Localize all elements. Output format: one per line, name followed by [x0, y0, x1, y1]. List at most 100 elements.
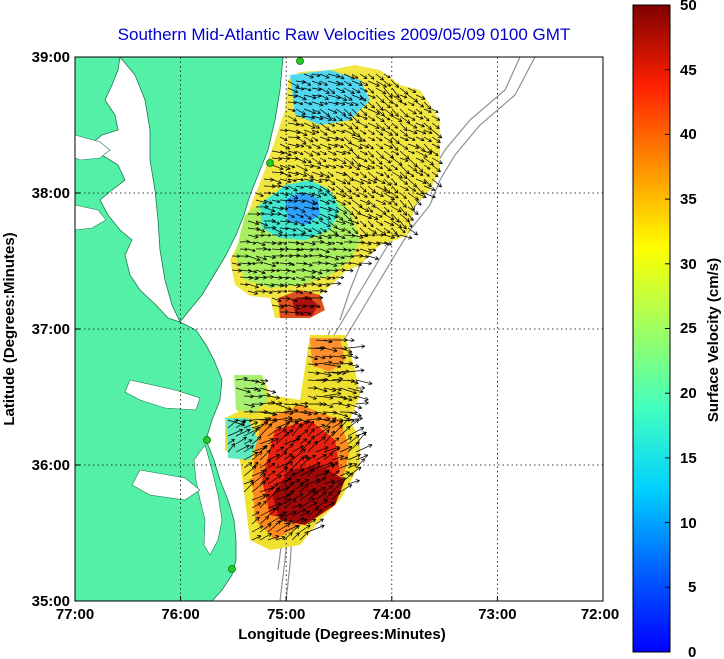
velocity-arrow — [359, 115, 368, 120]
velocity-arrow — [359, 80, 369, 86]
velocity-arrow — [327, 87, 336, 95]
velocity-arrow — [255, 233, 265, 238]
velocity-arrows-north — [231, 73, 443, 316]
velocity-arrow — [367, 80, 380, 87]
colorbar-tick-label: 30 — [680, 256, 697, 273]
velocity-arrow — [275, 536, 286, 541]
velocity-arrow — [323, 491, 333, 501]
velocity-arrow — [339, 395, 353, 402]
velocity-arrow — [375, 185, 387, 192]
velocity-arrow — [343, 185, 352, 193]
velocity-arrow — [267, 520, 282, 533]
velocity-arrow — [311, 157, 322, 165]
velocity-arrow — [347, 466, 362, 477]
velocity-arrow — [271, 241, 282, 246]
velocity-arrow — [407, 87, 417, 93]
velocity-arrow — [291, 419, 299, 429]
velocity-arrow — [383, 122, 391, 130]
velocity-arrow — [399, 206, 408, 216]
x-tick-labels: 77:00 76:00 75:00 74:00 73:00 72:00 — [56, 606, 619, 623]
velocity-arrow — [295, 129, 308, 136]
velocity-arrow — [247, 255, 261, 262]
velocity-arrow — [399, 122, 408, 132]
velocity-arrow — [243, 418, 253, 423]
velocity-arrow — [247, 248, 256, 253]
velocity-arrow — [319, 136, 331, 142]
velocity-arrow — [423, 192, 436, 199]
velocity-arrow — [347, 363, 360, 368]
velocity-arrow — [359, 248, 373, 254]
velocity-arrow — [375, 164, 383, 169]
velocity-arrow — [367, 108, 381, 115]
velocity-arrow — [323, 479, 335, 485]
velocity-arrow — [343, 115, 353, 121]
velocity-arrow — [295, 114, 306, 119]
velocity-arrow — [251, 480, 266, 493]
velocity-arrow — [347, 463, 358, 469]
velocity-arrow — [359, 129, 367, 135]
velocity-arrow — [275, 523, 291, 533]
velocity-arrow — [247, 275, 259, 281]
velocity-arrow — [339, 484, 353, 493]
velocity-arrow — [359, 185, 367, 193]
velocity-arrow — [231, 268, 242, 273]
velocity-arrow — [431, 143, 441, 149]
velocity-arrow — [327, 262, 338, 267]
velocity-arrow — [287, 199, 298, 203]
velocity-arrow — [323, 417, 337, 429]
velocity-arrow — [243, 481, 255, 493]
velocity-arrow — [351, 136, 363, 142]
velocity-arrow — [287, 80, 300, 88]
velocity-arrow — [359, 94, 367, 102]
velocity-arrow — [303, 101, 313, 106]
velocity-arrow — [343, 129, 356, 137]
velocity-arrow — [295, 164, 308, 172]
colorbar-label: Surface Velocity (cm/s) — [705, 258, 722, 422]
velocity-arrow — [303, 253, 313, 258]
velocity-arrow — [263, 206, 276, 213]
velocity-arrow — [323, 403, 334, 408]
velocity-arrow — [359, 108, 368, 116]
velocity-arrow — [239, 282, 249, 287]
velocity-arrow — [335, 261, 345, 266]
velocity-arrow — [259, 449, 271, 461]
velocity-arrow — [271, 261, 280, 265]
velocity-arrow — [255, 220, 269, 227]
velocity-arrow — [259, 423, 273, 437]
velocity-arrow — [319, 80, 328, 86]
y-tick-label: 35:00 — [32, 593, 70, 610]
velocity-arrow — [303, 150, 314, 157]
velocity-arrow — [287, 87, 299, 94]
velocity-arrow — [423, 129, 433, 135]
velocity-arrow — [347, 441, 360, 453]
radar-stations — [203, 57, 304, 573]
colorbar-tick-label: 0 — [688, 644, 696, 659]
colorbar-tick-label: 15 — [680, 450, 697, 467]
velocity-arrow — [303, 227, 312, 233]
velocity-arrow — [303, 171, 314, 179]
velocity-arrow — [291, 435, 301, 445]
velocity-arrow — [283, 498, 297, 509]
y-tick-label: 38:00 — [32, 185, 70, 202]
velocity-arrow — [295, 213, 304, 218]
velocity-arrow — [383, 80, 391, 87]
velocity-arrow — [243, 421, 259, 429]
velocity-arrow — [375, 129, 384, 136]
velocity-arrow — [339, 425, 351, 437]
velocity-arrow — [391, 108, 399, 117]
velocity-arrow — [431, 157, 443, 165]
velocity-arrow — [343, 150, 351, 155]
velocity-arrow — [391, 227, 398, 235]
velocity-arrow — [335, 206, 348, 214]
velocity-arrow — [271, 199, 281, 204]
velocity-arrow — [339, 472, 354, 485]
velocity-arrow — [235, 436, 247, 445]
velocity-arrow — [295, 241, 305, 246]
velocity-arrow — [343, 227, 352, 234]
velocity-arrow — [347, 395, 358, 400]
velocity-arrow — [267, 454, 281, 461]
velocity-arrow — [307, 501, 318, 509]
velocity-arrow — [343, 261, 352, 265]
velocity-arrow — [279, 233, 288, 238]
velocity-arrow — [287, 220, 299, 226]
